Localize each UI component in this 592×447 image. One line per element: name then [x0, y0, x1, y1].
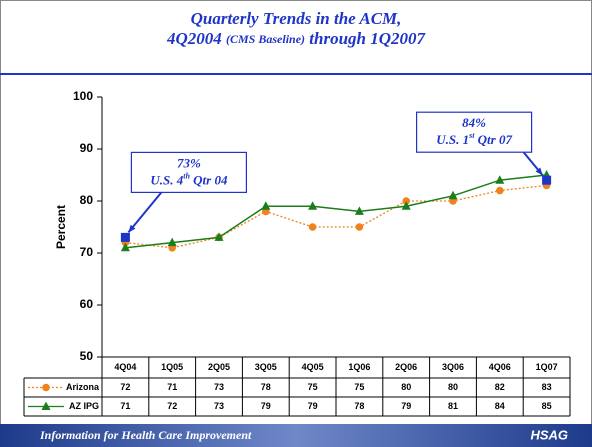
- annotation-value: 84%: [462, 115, 486, 130]
- arrow-head: [535, 167, 543, 176]
- annotation-point: [120, 232, 130, 242]
- point: [448, 190, 458, 200]
- point: [354, 206, 364, 215]
- x-tick-label: 2Q06: [395, 362, 417, 372]
- annotation-box: [416, 111, 533, 153]
- y-tick-label: 80: [80, 193, 94, 207]
- table-value: 84: [495, 401, 505, 411]
- y-tick-label: 50: [80, 349, 94, 363]
- point: [401, 201, 411, 210]
- x-tick-label: 4Q06: [489, 362, 511, 372]
- chart-title: 4Q2004 (CMS Baseline) through 1Q2007: [166, 29, 427, 48]
- arrow-head: [128, 224, 136, 233]
- annotation-part: Qtr 04: [190, 172, 228, 187]
- title-part: 4Q2004: [166, 29, 226, 48]
- table-value: 80: [448, 382, 458, 392]
- point: [496, 186, 504, 195]
- table-value: 73: [214, 401, 224, 411]
- title-part: through 1Q2007: [305, 29, 426, 48]
- y-tick-label: 60: [80, 297, 94, 311]
- y-tick-label: 70: [80, 245, 94, 259]
- table-value: 71: [120, 401, 130, 411]
- x-tick-label: 4Q05: [302, 362, 324, 372]
- y-axis-label: Percent: [54, 205, 68, 249]
- x-tick-label: 3Q06: [442, 362, 464, 372]
- point: [308, 223, 317, 231]
- x-tick-label: 3Q05: [255, 362, 277, 372]
- table-value: 72: [167, 401, 177, 411]
- table-value: 83: [542, 382, 552, 392]
- point: [402, 197, 411, 205]
- series-line: [125, 174, 547, 249]
- series-line: [125, 184, 547, 249]
- annotation-text: U.S. 4th Qtr 04: [150, 172, 228, 188]
- x-tick-label: 2Q05: [208, 362, 230, 372]
- table-value: 75: [354, 382, 364, 392]
- annotation-text: U.S. 1st Qtr 07: [436, 132, 512, 148]
- x-tick-label: 1Q07: [536, 362, 558, 372]
- x-tick-label: 4Q04: [114, 362, 136, 372]
- annotation-box: [130, 151, 247, 193]
- table-value: 79: [401, 401, 411, 411]
- point: [495, 175, 505, 184]
- footer-logo: HSAG: [530, 427, 568, 442]
- legend-marker: [41, 401, 51, 410]
- point: [261, 201, 271, 210]
- table-value: 80: [401, 382, 411, 392]
- table-value: 79: [261, 401, 271, 411]
- annotation-part: U.S. 4: [150, 172, 183, 187]
- table-value: 81: [448, 401, 458, 411]
- table-value: 79: [308, 401, 318, 411]
- table-value: 82: [495, 382, 505, 392]
- table-value: 73: [214, 382, 224, 392]
- table-value: 78: [354, 401, 364, 411]
- annotation-value: 73%: [177, 155, 201, 170]
- annotation-part: th: [183, 172, 190, 181]
- legend-label: AZ IPG: [69, 401, 99, 411]
- x-tick-label: 1Q05: [161, 362, 183, 372]
- x-tick-label: 1Q06: [348, 362, 370, 372]
- point: [167, 237, 177, 247]
- y-tick-label: 100: [73, 89, 93, 103]
- legend-label: Arizona: [66, 382, 100, 392]
- table-value: 75: [308, 382, 318, 392]
- point: [308, 201, 318, 210]
- annotation-part: Qtr 07: [474, 132, 512, 147]
- footer-bar: [0, 424, 592, 447]
- table-value: 78: [261, 382, 271, 392]
- legend-marker: [42, 383, 50, 392]
- annotation-part: st: [468, 132, 475, 141]
- annotation-point: [542, 175, 552, 185]
- point: [355, 223, 364, 231]
- y-tick-label: 90: [80, 141, 94, 155]
- table-value: 71: [167, 382, 177, 392]
- annotation-part: U.S. 1: [436, 132, 469, 147]
- footer-tagline: Information for Health Care Improvement: [39, 428, 252, 442]
- table-value: 72: [120, 382, 130, 392]
- chart-title: Quarterly Trends in the ACM,: [191, 9, 402, 28]
- table-value: 85: [542, 401, 552, 411]
- title-part: (CMS Baseline): [226, 32, 305, 46]
- point: [214, 232, 224, 241]
- annotation-arrow: [127, 191, 163, 234]
- point: [120, 242, 130, 252]
